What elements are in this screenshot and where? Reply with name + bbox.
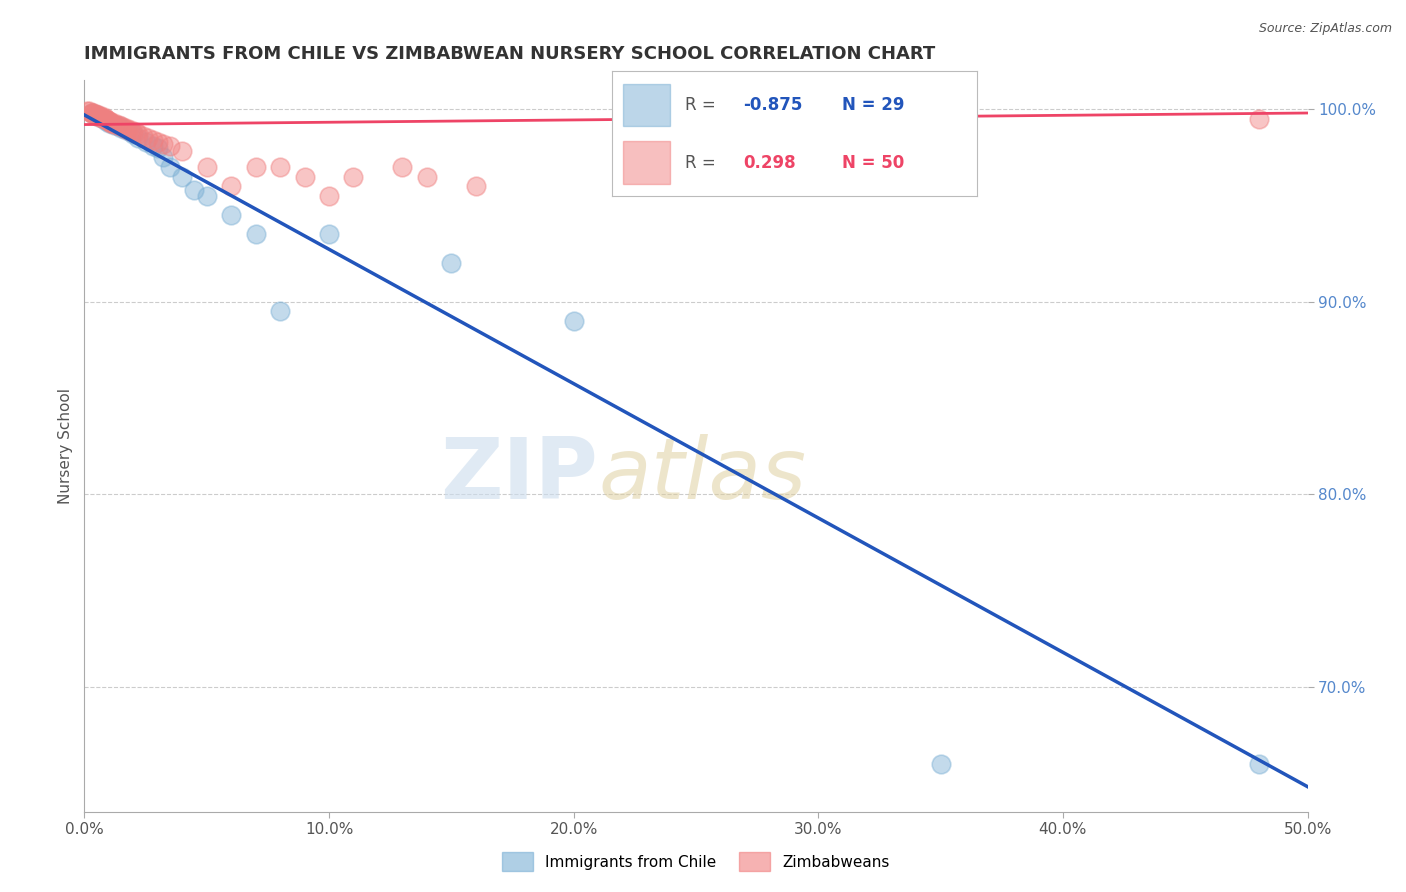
Point: [93, 112, 115, 126]
Point: [318, 227, 340, 242]
Point: [342, 169, 364, 184]
Point: [80, 106, 103, 120]
FancyBboxPatch shape: [623, 141, 671, 184]
Point: [120, 123, 142, 137]
Text: atlas: atlas: [598, 434, 806, 516]
Point: [103, 115, 125, 129]
Point: [136, 131, 159, 145]
Point: [562, 314, 585, 328]
Point: [90, 110, 112, 124]
Point: [93, 110, 115, 124]
Point: [96, 112, 118, 126]
Point: [245, 227, 267, 242]
Point: [87, 108, 110, 122]
Point: [107, 118, 129, 132]
Legend: Immigrants from Chile, Zimbabweans: Immigrants from Chile, Zimbabweans: [496, 847, 896, 877]
Point: [125, 125, 148, 139]
Point: [142, 138, 165, 153]
Point: [172, 169, 194, 184]
Point: [87, 110, 110, 124]
Point: [122, 125, 145, 139]
Point: [96, 113, 118, 128]
Point: [103, 118, 125, 132]
Text: N = 29: N = 29: [842, 96, 904, 114]
Point: [195, 188, 218, 202]
Point: [80, 106, 103, 120]
Point: [416, 169, 439, 184]
Point: [269, 304, 291, 318]
Point: [100, 115, 122, 129]
Point: [135, 135, 157, 149]
Point: [318, 188, 340, 202]
Point: [87, 110, 110, 124]
Point: [152, 150, 174, 164]
Point: [183, 183, 205, 197]
Point: [142, 133, 165, 147]
Point: [76, 104, 98, 119]
Text: -0.875: -0.875: [744, 96, 803, 114]
Point: [122, 127, 145, 141]
Point: [127, 131, 149, 145]
Point: [219, 179, 242, 194]
Point: [86, 108, 108, 122]
Y-axis label: Nursery School: Nursery School: [58, 388, 73, 504]
Point: [1247, 756, 1270, 771]
Point: [96, 112, 118, 126]
Point: [152, 136, 174, 151]
Point: [159, 160, 181, 174]
Point: [120, 125, 142, 139]
Point: [77, 104, 100, 119]
Point: [115, 121, 138, 136]
Point: [464, 179, 486, 194]
Point: [440, 256, 463, 270]
Point: [294, 169, 316, 184]
Text: R =: R =: [685, 153, 721, 171]
Point: [1247, 112, 1270, 126]
Point: [929, 756, 952, 771]
Point: [110, 120, 132, 134]
Text: 0.298: 0.298: [744, 153, 796, 171]
Point: [83, 106, 105, 120]
Point: [112, 121, 135, 136]
Text: ZIP: ZIP: [440, 434, 598, 516]
Text: N = 50: N = 50: [842, 153, 904, 171]
Point: [117, 123, 139, 137]
Point: [132, 129, 155, 144]
Point: [159, 138, 181, 153]
Point: [391, 160, 413, 174]
Point: [146, 135, 169, 149]
Point: [100, 115, 122, 129]
Point: [115, 123, 138, 137]
Point: [127, 127, 149, 141]
Point: [83, 108, 105, 122]
Point: [97, 113, 120, 128]
Text: R =: R =: [685, 96, 721, 114]
Point: [86, 108, 108, 122]
Point: [97, 113, 120, 128]
Point: [90, 110, 112, 124]
Text: IMMIGRANTS FROM CHILE VS ZIMBABWEAN NURSERY SCHOOL CORRELATION CHART: IMMIGRANTS FROM CHILE VS ZIMBABWEAN NURS…: [84, 45, 935, 63]
Point: [97, 115, 120, 129]
Point: [245, 160, 267, 174]
Point: [172, 145, 194, 159]
Point: [110, 121, 132, 136]
Point: [734, 160, 756, 174]
Point: [107, 120, 129, 134]
Point: [146, 141, 169, 155]
Point: [86, 108, 108, 122]
Point: [93, 112, 115, 126]
Text: Source: ZipAtlas.com: Source: ZipAtlas.com: [1258, 22, 1392, 36]
Point: [269, 160, 291, 174]
FancyBboxPatch shape: [623, 84, 671, 127]
Point: [195, 160, 218, 174]
Point: [105, 118, 128, 132]
Point: [219, 208, 242, 222]
Point: [80, 106, 103, 120]
